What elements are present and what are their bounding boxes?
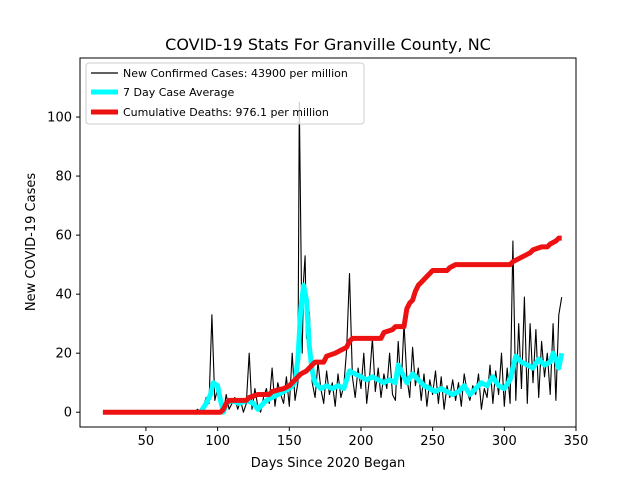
x-tick-label: 350 xyxy=(564,434,589,449)
legend-label-cumulative-deaths: Cumulative Deaths: 976.1 per million xyxy=(123,106,329,119)
x-tick-label: 100 xyxy=(205,434,230,449)
x-tick-label: 250 xyxy=(420,434,445,449)
legend: New Confirmed Cases: 43900 per million 7… xyxy=(85,62,365,125)
legend-label-new-cases: New Confirmed Cases: 43900 per million xyxy=(123,67,348,80)
y-axis-ticks: 0 20 40 60 80 100 xyxy=(47,111,80,421)
x-axis-label: Days Since 2020 Began xyxy=(251,456,406,471)
legend-label-7-day-average: 7 Day Case Average xyxy=(123,86,235,99)
y-axis-label: New COVID-19 Cases xyxy=(24,173,39,311)
x-tick-label: 200 xyxy=(349,434,374,449)
series-layer xyxy=(102,101,565,415)
y-tick-label: 80 xyxy=(55,170,72,185)
y-tick-label: 20 xyxy=(55,347,72,362)
y-tick-label: 40 xyxy=(55,288,72,303)
y-tick-label: 0 xyxy=(64,406,72,421)
plot-frame xyxy=(79,57,577,428)
x-tick-label: 300 xyxy=(492,434,517,449)
series-cumulative-deaths xyxy=(102,235,562,415)
x-axis-ticks: 50 100 150 200 250 300 350 xyxy=(138,427,589,449)
series-7-day-case-average xyxy=(198,282,565,415)
legend-box xyxy=(85,62,365,125)
plot-area xyxy=(79,57,577,428)
chart-title: COVID-19 Stats For Granville County, NC xyxy=(165,35,491,54)
x-tick-label: 150 xyxy=(277,434,302,449)
y-tick-label: 100 xyxy=(47,111,72,126)
y-tick-label: 60 xyxy=(55,229,72,244)
x-tick-label: 50 xyxy=(138,434,155,449)
